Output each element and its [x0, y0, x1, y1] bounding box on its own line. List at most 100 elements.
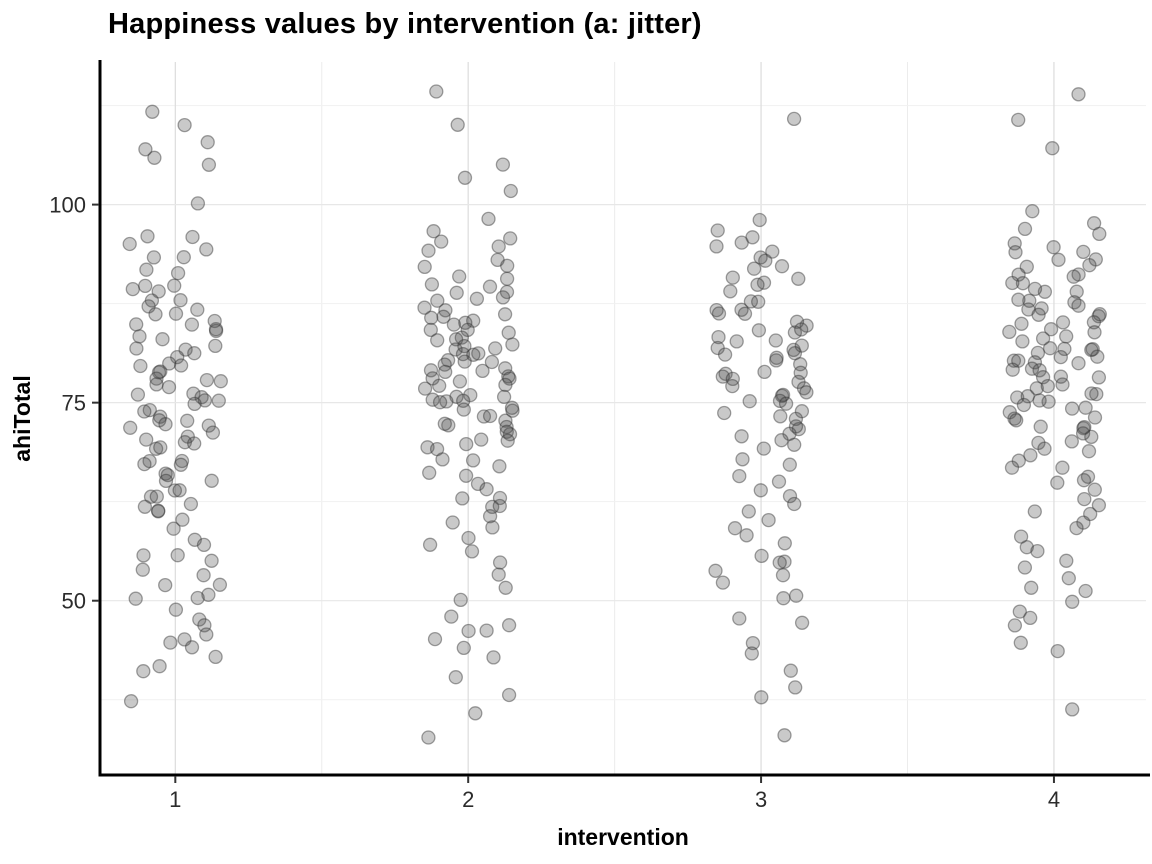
data-point [1019, 259, 1034, 274]
data-point [709, 239, 724, 254]
data-point [741, 504, 756, 519]
data-point [732, 611, 747, 626]
data-point [774, 433, 789, 448]
data-point [774, 259, 790, 274]
data-point [1029, 381, 1044, 396]
data-point [187, 346, 202, 361]
data-point [1017, 221, 1033, 237]
minor-gridlines [100, 62, 1146, 775]
data-point [794, 404, 810, 419]
data-point [158, 417, 173, 432]
data-point [474, 432, 489, 447]
data-point [777, 554, 792, 569]
data-point [735, 452, 750, 467]
data-point [492, 459, 507, 474]
data-point [466, 313, 481, 328]
data-point [440, 353, 456, 368]
data-point [1025, 204, 1040, 219]
data-point [1069, 284, 1084, 299]
data-point [492, 490, 508, 506]
data-point [187, 396, 202, 412]
data-point [457, 354, 472, 369]
data-point [146, 250, 162, 265]
data-point [149, 377, 164, 392]
data-point [750, 277, 765, 292]
data-point [725, 270, 740, 285]
data-point [1084, 342, 1099, 358]
data-point [492, 555, 508, 570]
data-point [190, 590, 205, 606]
data-point [448, 332, 464, 347]
data-point [729, 334, 744, 349]
data-point [1083, 506, 1098, 522]
data-point [491, 567, 506, 582]
data-point [495, 290, 511, 305]
data-point [765, 244, 780, 259]
data-point [208, 338, 223, 354]
data-point [727, 521, 743, 536]
data-point [468, 706, 483, 721]
data-point [196, 568, 211, 583]
data-point [152, 413, 167, 428]
data-point [796, 381, 812, 396]
chart-title: Happiness values by intervention (a: jit… [108, 8, 702, 40]
data-point [463, 387, 478, 403]
data-point [1071, 267, 1086, 282]
data-point [737, 306, 753, 321]
data-point [144, 293, 160, 308]
data-point [168, 306, 184, 321]
data-point [163, 635, 178, 650]
data-point [1055, 377, 1070, 392]
data-point [799, 385, 814, 400]
data-point [775, 387, 791, 403]
data-point [190, 196, 206, 211]
data-point [153, 364, 168, 379]
data-point [734, 302, 749, 317]
data-point [177, 632, 192, 647]
y-axis-title: ahiTotal [9, 375, 35, 461]
data-point [789, 588, 804, 603]
data-point [138, 142, 153, 157]
data-point [1024, 361, 1040, 376]
data-point [151, 365, 167, 380]
data-point [1089, 386, 1104, 402]
data-point [482, 408, 498, 424]
data-point [204, 473, 219, 488]
data-point [434, 234, 449, 249]
data-point [725, 378, 740, 394]
data-point [782, 457, 797, 472]
data-point [1050, 643, 1065, 659]
data-point [1077, 491, 1092, 507]
data-point [756, 275, 772, 290]
data-point [1014, 316, 1029, 331]
data-point [200, 135, 215, 150]
data-point [1076, 515, 1091, 530]
data-point [501, 325, 516, 340]
data-point [711, 306, 727, 321]
data-point [435, 452, 450, 467]
data-point [460, 322, 475, 338]
data-point [423, 363, 439, 378]
data-point [417, 381, 433, 396]
data-point [1085, 342, 1100, 357]
data-point [421, 730, 436, 745]
data-point [1066, 269, 1081, 284]
data-point [1012, 604, 1027, 619]
data-point [1082, 258, 1097, 273]
data-point [1055, 460, 1070, 475]
data-point [479, 482, 494, 497]
data-point [194, 390, 209, 405]
data-point [129, 341, 144, 356]
data-point [167, 483, 183, 498]
data-point [425, 371, 440, 386]
data-point [791, 374, 806, 390]
data-point [147, 150, 162, 165]
data-point [176, 250, 191, 265]
data-point [1035, 331, 1051, 346]
data-point [151, 284, 166, 299]
data-point [136, 548, 151, 563]
data-point [1077, 419, 1092, 435]
data-point [423, 322, 438, 338]
data-point [1059, 553, 1074, 568]
data-point [205, 425, 221, 440]
